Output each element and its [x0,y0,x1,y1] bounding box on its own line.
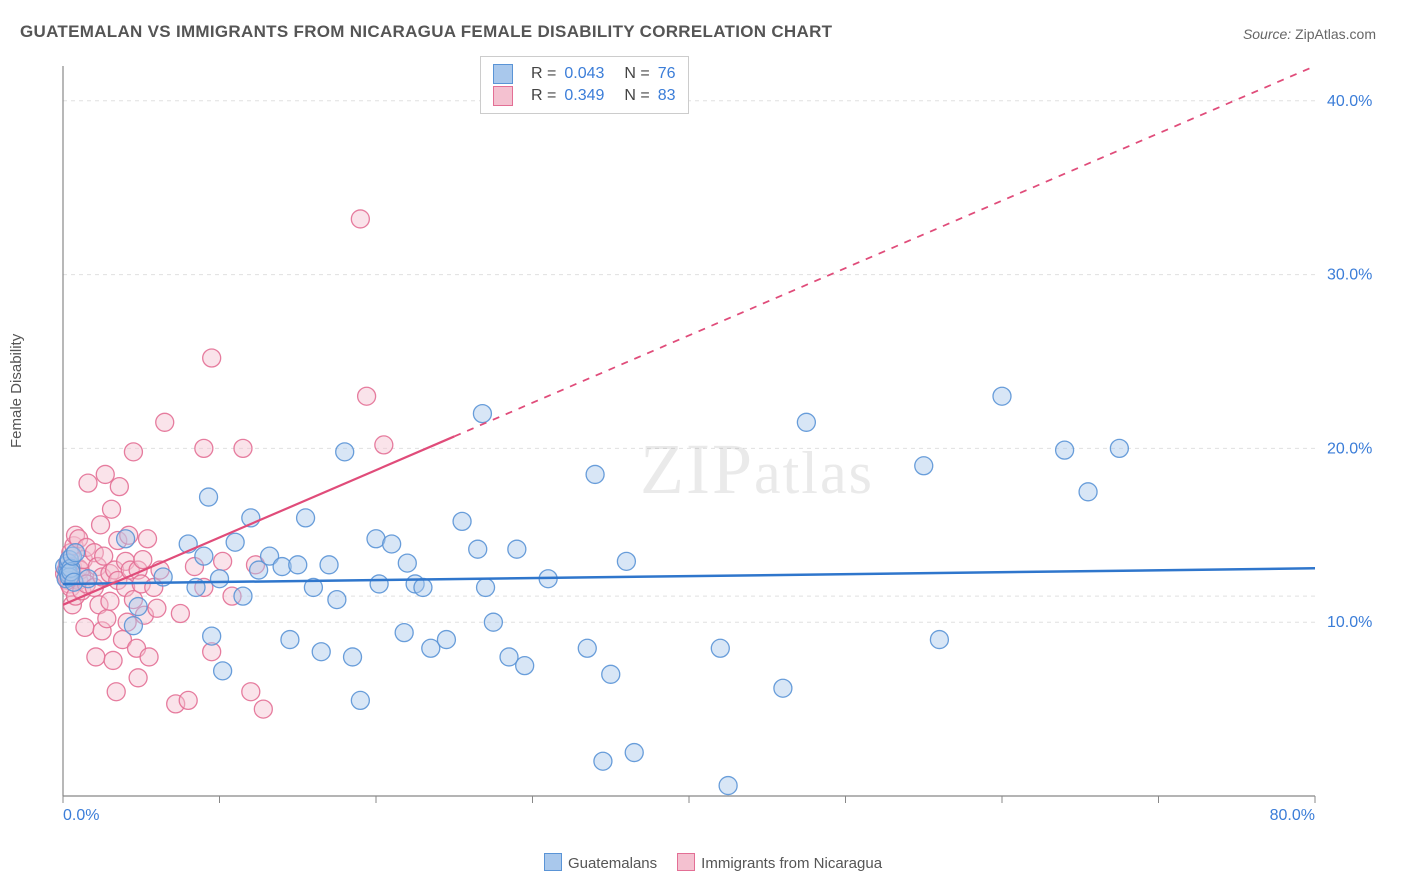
plot-area: Female Disability 10.0% 20.0% 30.0% 40.0% 0.… [0,48,1406,878]
legend-bottom: Guatemalans Immigrants from Nicaragua [0,853,1406,872]
legend-swatch [677,853,695,871]
y-axis-label: Female Disability [8,334,25,448]
legend-label: Guatemalans [568,855,657,872]
legend-label: Immigrants from Nicaragua [701,855,882,872]
stats-row: R =0.043N =76 [493,63,676,85]
svg-text:20.0%: 20.0% [1327,440,1372,457]
svg-text:10.0%: 10.0% [1327,614,1372,631]
chart-title: GUATEMALAN VS IMMIGRANTS FROM NICARAGUA … [20,22,832,42]
source-attribution: Source: ZipAtlas.com [1243,26,1376,42]
title-bar: GUATEMALAN VS IMMIGRANTS FROM NICARAGUA … [0,0,1406,48]
svg-text:40.0%: 40.0% [1327,93,1372,110]
source-label: Source: [1243,26,1291,42]
svg-text:80.0%: 80.0% [1270,807,1315,824]
svg-text:30.0%: 30.0% [1327,267,1372,284]
stats-row: R =0.349N =83 [493,85,676,107]
legend-swatch [544,853,562,871]
stats-legend-box: R =0.043N =76R =0.349N =83 [480,56,689,114]
scatter-plot: 10.0% 20.0% 30.0% 40.0% 0.0% 80.0% [55,56,1375,836]
source-name: ZipAtlas.com [1295,26,1376,42]
svg-text:0.0%: 0.0% [63,807,99,824]
